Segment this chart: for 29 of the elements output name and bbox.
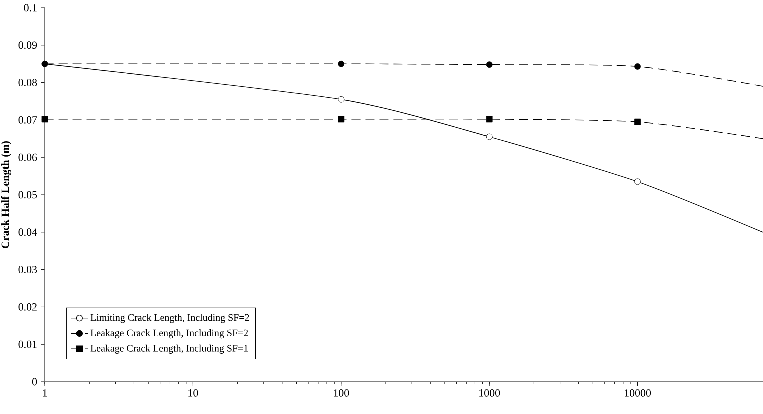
y-tick-label: 0.09 (18, 42, 38, 50)
point (634, 178, 641, 186)
point (338, 116, 345, 123)
y-tick-label: 0.1 (24, 4, 37, 12)
y-tick-label: 0 (32, 378, 38, 386)
point (338, 96, 345, 103)
y-tick-label: 0.07 (18, 116, 38, 124)
x-tick-label: 1000 (480, 390, 500, 397)
legend-label: Limiting Crack Length, Including SF=2 (90, 314, 250, 324)
x-tick-label: 10000 (625, 390, 652, 397)
point (486, 116, 493, 123)
point (634, 118, 641, 126)
y-tick-label: 0.08 (18, 79, 38, 87)
y-tick-label: 0.03 (18, 266, 38, 274)
x-tick-label: 10 (188, 390, 198, 397)
legend-label: Leakage Crack Length, Including SF=1 (90, 344, 248, 354)
x-tick-label: 100 (334, 390, 350, 397)
y-tick-label: 0.06 (18, 154, 38, 162)
y-tick-label: 0.02 (18, 303, 37, 311)
point (486, 62, 493, 68)
y-axis-title: Crack Half Length (m) (1, 141, 12, 248)
y-tick-label: 0.05 (18, 191, 38, 199)
y-tick-label: 0.01 (18, 340, 37, 348)
point (486, 134, 493, 140)
point (634, 64, 641, 70)
point (338, 60, 345, 68)
legend-label: Leakage Crack Length, Including SF=2 (90, 329, 248, 339)
y-tick-label: 0.04 (18, 228, 38, 236)
x-tick-label: 1 (43, 390, 48, 397)
